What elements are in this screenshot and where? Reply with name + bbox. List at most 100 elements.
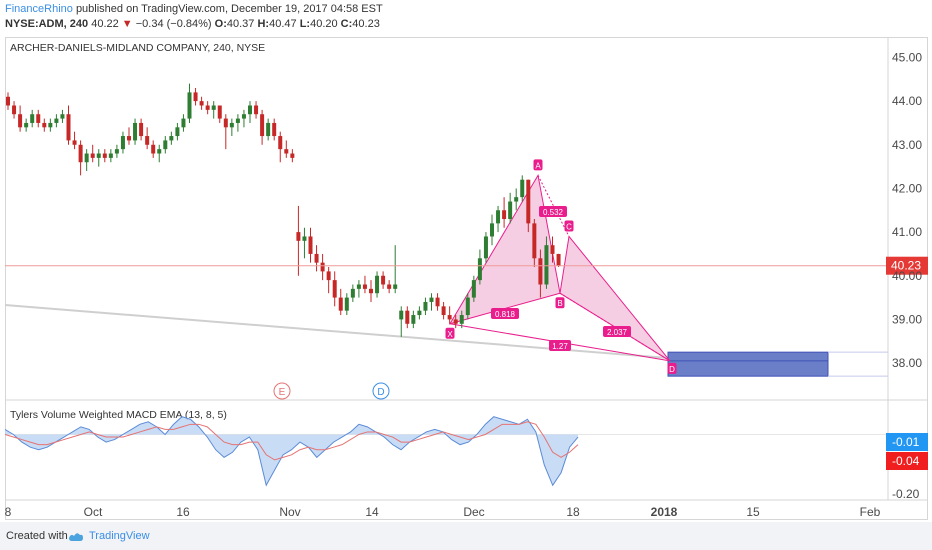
candle-body — [526, 179, 531, 224]
last-price: 40.22 — [91, 18, 119, 30]
candle-body — [127, 136, 131, 141]
candle-body — [48, 122, 53, 128]
candle-body — [435, 297, 440, 307]
candle-body — [556, 253, 561, 266]
macd-value-label: -0.01 — [892, 435, 920, 449]
signal-value-label: -0.04 — [892, 454, 920, 468]
high-label: H: — [257, 18, 270, 30]
time-tick-label: 16 — [176, 505, 190, 519]
candle-body — [490, 223, 494, 237]
earnings-marker-icon[interactable] — [273, 382, 291, 400]
candle-body — [369, 288, 373, 294]
candle-body — [417, 310, 422, 316]
ratio-label-xd-tag — [549, 340, 571, 351]
candle-body — [423, 301, 428, 311]
pattern-point-label-tag — [667, 362, 677, 374]
candle-body — [248, 105, 252, 115]
price-tick-label: 40.00 — [892, 269, 922, 283]
time-axis[interactable]: 8 Oct 16 Nov 14 Dec 18 2018 15 Feb — [5, 505, 881, 519]
candle-body — [60, 114, 65, 119]
candle-body — [241, 114, 246, 119]
candle-body — [90, 153, 95, 158]
earnings-marker-letter: E — [279, 387, 286, 398]
candle-body — [175, 127, 180, 137]
dividend-marker-letter: D — [377, 387, 384, 398]
publisher-link[interactable]: FinanceRhino — [5, 3, 73, 15]
created-with-label: Created with — [6, 530, 68, 542]
candle-body — [538, 258, 543, 285]
tradingview-link[interactable]: TradingView — [89, 530, 150, 542]
dividend-marker-icon[interactable] — [372, 382, 390, 400]
chart-header: FinanceRhino published on TradingView.co… — [0, 0, 932, 34]
published-text: published on TradingView.com, December 1… — [75, 3, 383, 15]
pattern-point-label: D — [669, 365, 675, 374]
candle-body — [344, 297, 349, 311]
pattern-point-label-tag — [564, 220, 574, 232]
candle-body — [36, 114, 41, 123]
change-value: −0.34 (−0.84%) — [135, 18, 212, 30]
candle-body — [229, 122, 234, 128]
chart-canvas[interactable]: ARCHER-DANIELS-MIDLAND COMPANY, 240, NYS… — [0, 0, 932, 522]
time-tick-label: 2018 — [651, 505, 678, 519]
candle-body — [169, 136, 174, 141]
candle-body — [254, 105, 259, 115]
pattern-triangle-bcd — [559, 235, 671, 362]
candle-body — [6, 96, 10, 106]
candle-body — [181, 118, 186, 128]
time-tick-label: Feb — [860, 505, 881, 519]
candle-body — [30, 114, 35, 123]
prz-box — [667, 351, 829, 377]
candle-body — [326, 271, 331, 281]
candle-body — [514, 197, 519, 202]
candle-body — [205, 105, 210, 110]
time-tick-label: Nov — [279, 505, 300, 519]
candle-body — [260, 114, 265, 137]
candle-body — [278, 136, 283, 150]
candle-body — [114, 149, 119, 154]
candle-body — [508, 201, 513, 219]
ratio-label-xb-tag — [491, 308, 519, 319]
candle-body — [477, 258, 482, 281]
pattern-point-label-tag — [555, 297, 565, 309]
candle-body — [399, 310, 404, 320]
ratio-label-ac: 0.532 — [543, 208, 564, 217]
candle-body — [145, 136, 150, 145]
candle-body — [290, 153, 295, 158]
symbol-label[interactable]: NYSE:ADM, 240 — [5, 18, 89, 30]
pattern-ac-line — [537, 175, 570, 237]
candle-body — [302, 236, 307, 241]
price-axis[interactable]: 45.00 44.00 43.00 42.00 41.00 40.00 39.00 38.00 — [892, 50, 922, 370]
candle-body — [332, 280, 337, 298]
candle-body — [544, 245, 549, 285]
candle-body — [387, 284, 392, 289]
candle-body — [133, 122, 138, 141]
high-value: 40.47 — [269, 18, 297, 30]
macd-line — [4, 416, 579, 487]
publish-line: FinanceRhino published on TradingView.co… — [5, 3, 383, 15]
harmonic-pattern[interactable]: X A B C D 0.818 0.532 2.037 1.27 — [445, 159, 677, 374]
close-value: 40.23 — [352, 18, 380, 30]
macd-tick-label: -0.20 — [892, 487, 920, 501]
candle-body — [54, 118, 59, 123]
candle-body — [381, 275, 386, 285]
ratio-label-xb: 0.818 — [495, 310, 516, 319]
candle-body — [199, 101, 204, 106]
candle-body — [429, 297, 434, 302]
candle-body — [24, 122, 29, 128]
prz-zone[interactable] — [667, 351, 888, 377]
candle-body — [314, 253, 319, 263]
candle-body — [471, 280, 476, 298]
pattern-point-label-tag — [445, 327, 455, 339]
price-tick-label: 43.00 — [892, 138, 922, 152]
pattern-point-label: X — [447, 330, 453, 339]
candle-body — [411, 315, 416, 324]
candle-body — [532, 223, 537, 259]
time-tick-label: 18 — [566, 505, 580, 519]
low-label: L: — [299, 18, 311, 30]
candle-body — [217, 105, 222, 119]
time-tick-label: Dec — [463, 505, 484, 519]
candle-body — [296, 232, 301, 241]
tradingview-logo-icon — [69, 533, 83, 541]
macd-pane: -0.20 -0.01 -0.04 — [4, 416, 928, 501]
candle-body — [193, 92, 198, 102]
